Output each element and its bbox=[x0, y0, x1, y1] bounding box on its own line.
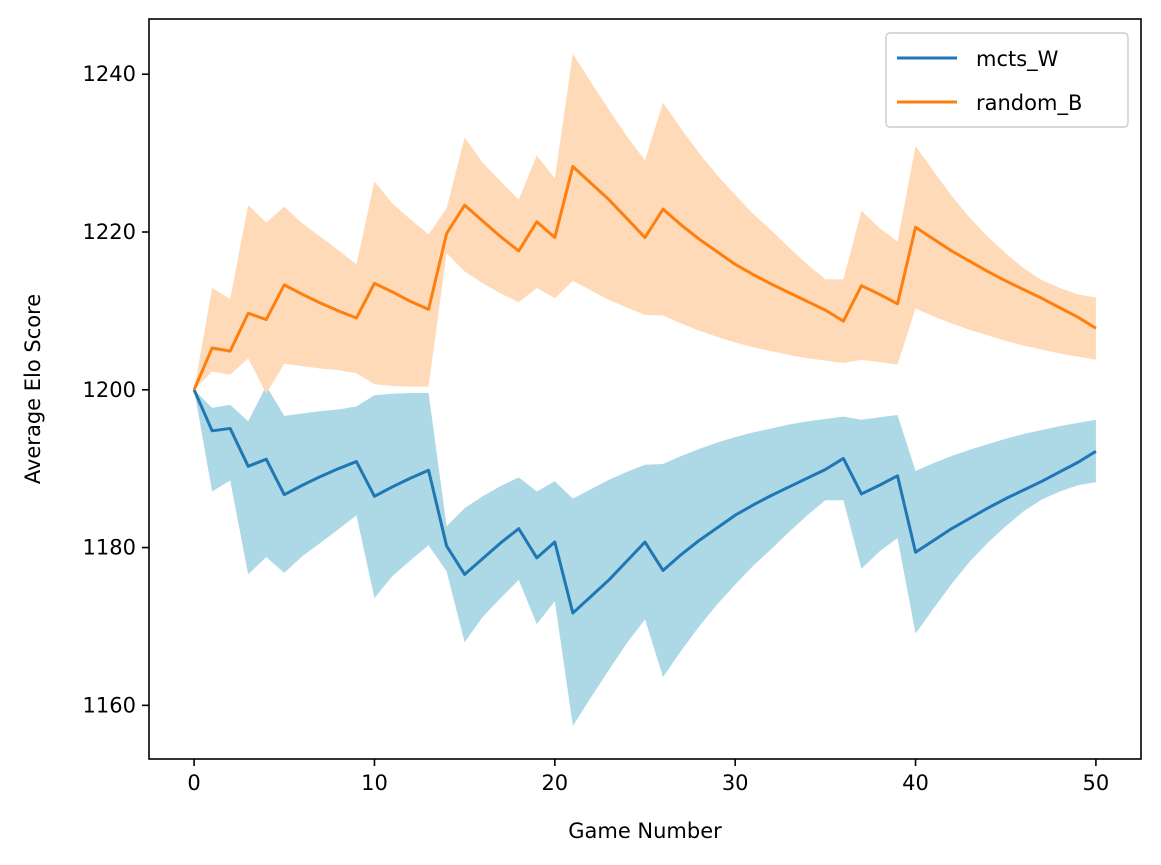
band-mcts-w bbox=[194, 385, 1096, 726]
y-tick-label: 1160 bbox=[83, 693, 136, 717]
x-tick-label: 40 bbox=[902, 771, 929, 795]
x-tick-label: 30 bbox=[722, 771, 749, 795]
x-tick-label: 10 bbox=[361, 771, 388, 795]
legend: mcts_W random_B bbox=[885, 32, 1129, 128]
y-tick-label: 1240 bbox=[83, 62, 136, 86]
band-random-b bbox=[194, 53, 1096, 394]
y-axis-title: Average Elo Score bbox=[21, 294, 45, 484]
y-axis: 1160 1180 1200 1220 1240 bbox=[83, 62, 149, 717]
y-tick-label: 1180 bbox=[83, 536, 136, 560]
x-tick-label: 20 bbox=[541, 771, 568, 795]
series-lines bbox=[192, 165, 1097, 615]
y-tick-label: 1220 bbox=[83, 220, 136, 244]
x-tick-label: 50 bbox=[1083, 771, 1110, 795]
legend-label-mcts-w: mcts_W bbox=[976, 47, 1059, 72]
line-mcts-w bbox=[192, 389, 1097, 615]
x-axis: 0 10 20 30 40 50 bbox=[187, 759, 1109, 795]
confidence-bands bbox=[194, 53, 1096, 726]
legend-label-random-b: random_B bbox=[976, 91, 1082, 116]
line-random-b bbox=[192, 165, 1097, 391]
x-tick-label: 0 bbox=[187, 771, 200, 795]
y-tick-label: 1200 bbox=[83, 378, 136, 402]
x-axis-title: Game Number bbox=[568, 819, 722, 843]
